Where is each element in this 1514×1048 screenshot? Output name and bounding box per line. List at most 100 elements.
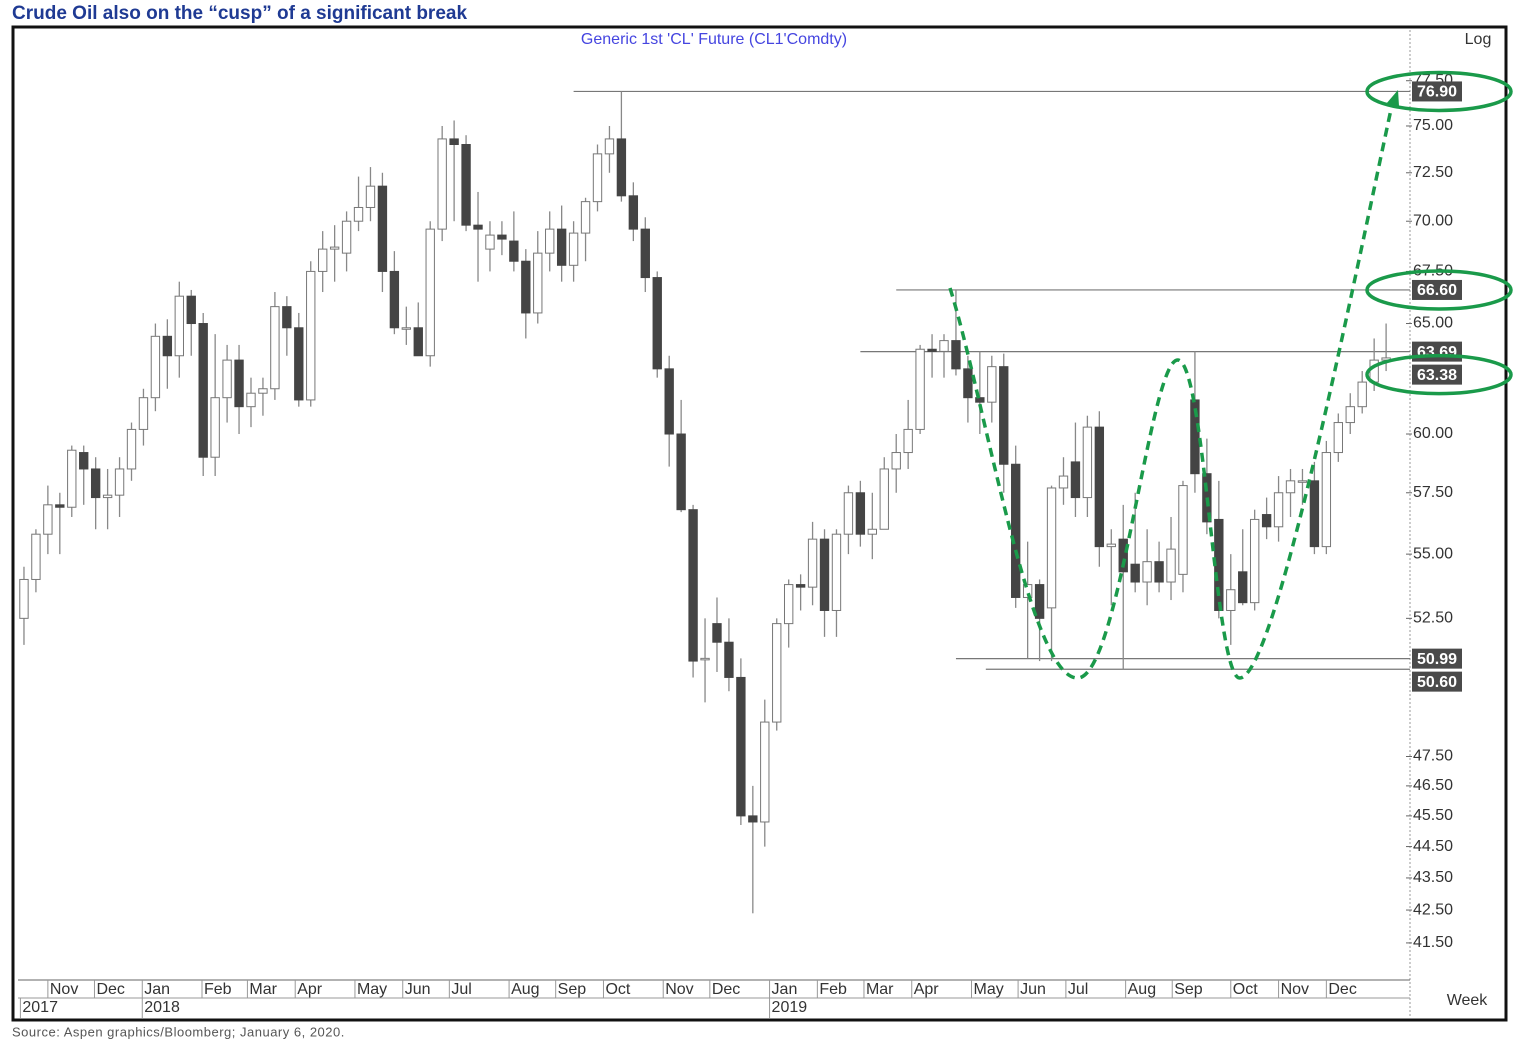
candle-body bbox=[186, 295, 196, 325]
candle-body bbox=[1321, 452, 1332, 548]
x-tick-label: May bbox=[973, 981, 1003, 998]
level-highlight bbox=[1365, 353, 1513, 396]
x-tick-label: Dec bbox=[712, 981, 740, 998]
level-label: 50.60 bbox=[1417, 674, 1457, 691]
candle-body bbox=[963, 368, 973, 399]
candle-body bbox=[616, 138, 627, 197]
candle-body bbox=[126, 428, 137, 470]
candle-body bbox=[1297, 480, 1308, 483]
candle-body bbox=[1285, 480, 1296, 494]
x-tick-label: Jul bbox=[451, 981, 471, 998]
level-box bbox=[1412, 81, 1462, 102]
candle-body bbox=[1094, 426, 1105, 548]
year-label: 2018 bbox=[144, 999, 180, 1016]
candle-body bbox=[1011, 463, 1021, 598]
level-highlight bbox=[1365, 269, 1513, 311]
projection-arrowhead bbox=[1386, 90, 1399, 106]
candle-body bbox=[939, 340, 949, 352]
candle-body bbox=[831, 533, 842, 611]
candle-body bbox=[174, 295, 184, 357]
candle-body bbox=[401, 327, 412, 330]
x-tick-label: Feb bbox=[819, 981, 847, 998]
candle-body bbox=[1106, 543, 1116, 548]
candle-body bbox=[413, 327, 423, 357]
candle-body bbox=[580, 201, 591, 234]
x-tick-label: Jun bbox=[1020, 981, 1046, 998]
candle-body bbox=[43, 504, 53, 535]
candle-body bbox=[246, 392, 256, 408]
candle-body bbox=[318, 248, 328, 272]
candle-body bbox=[640, 228, 650, 279]
candle-body bbox=[1238, 571, 1248, 604]
candle-body bbox=[210, 397, 220, 458]
candle-body bbox=[903, 428, 913, 454]
candle-body bbox=[592, 153, 603, 203]
level-box bbox=[1412, 671, 1462, 692]
candle-body bbox=[1309, 480, 1320, 548]
annotations: 76.90 66.60 63.69 63.38 50.99 50.60 bbox=[948, 70, 1513, 692]
level-box bbox=[1412, 279, 1462, 300]
x-tick-label: Oct bbox=[1233, 981, 1258, 998]
candle-body bbox=[867, 528, 877, 535]
candle-body bbox=[700, 657, 710, 661]
candle-body bbox=[795, 584, 806, 588]
candle-body bbox=[819, 538, 830, 611]
x-tick-label: Oct bbox=[605, 981, 630, 998]
y-tick-label: 47.50 bbox=[1413, 748, 1453, 765]
candle-body bbox=[485, 234, 495, 250]
y-tick-label: 42.50 bbox=[1413, 901, 1453, 918]
level-label: 50.99 bbox=[1417, 651, 1457, 668]
candle-body bbox=[1249, 518, 1260, 604]
candle-body bbox=[1178, 485, 1188, 575]
candle-body bbox=[341, 220, 352, 254]
x-tick-label: Apr bbox=[914, 981, 940, 998]
candle-body bbox=[987, 366, 997, 403]
x-tick-label: Jul bbox=[1068, 981, 1088, 998]
candle-body bbox=[712, 623, 722, 643]
candle-body bbox=[568, 232, 579, 266]
candle-body bbox=[114, 468, 125, 496]
y-tick-label: 41.50 bbox=[1413, 934, 1453, 951]
y-tick-label: 52.50 bbox=[1413, 610, 1453, 627]
x-tick-label: Aug bbox=[511, 981, 539, 998]
candle-body bbox=[389, 270, 400, 329]
candle-body bbox=[783, 584, 794, 625]
candle-body bbox=[676, 433, 686, 511]
x-tick-label: Dec bbox=[96, 981, 124, 998]
candle-body bbox=[891, 452, 901, 470]
candle-body bbox=[664, 368, 674, 435]
x-tick-label: Jan bbox=[772, 981, 798, 998]
level-box bbox=[1412, 648, 1462, 669]
candle-body bbox=[533, 252, 543, 314]
candle-body bbox=[294, 327, 304, 401]
y-tick-label: 75.00 bbox=[1413, 117, 1453, 134]
candle-body bbox=[855, 492, 866, 535]
x-tick-label: Nov bbox=[665, 981, 693, 998]
candle-body bbox=[198, 323, 208, 458]
candle-body bbox=[521, 260, 531, 314]
candle-body bbox=[365, 185, 376, 208]
x-tick-label: Nov bbox=[1281, 981, 1309, 998]
candle-body bbox=[1118, 538, 1128, 573]
subtitle: Generic 1st 'CL' Future (CL1'Comdty) bbox=[581, 31, 847, 48]
candle-body bbox=[1357, 381, 1367, 408]
candle-body bbox=[306, 270, 316, 401]
candle-body bbox=[461, 144, 471, 226]
x-tick-label: Jan bbox=[144, 981, 170, 998]
x-tick-label: Apr bbox=[297, 981, 323, 998]
x-tick-label: Mar bbox=[249, 981, 277, 998]
source: Source: Aspen graphics/Bloomberg; Januar… bbox=[12, 1024, 345, 1039]
y-tick-label: 43.50 bbox=[1413, 869, 1453, 886]
candle-body bbox=[807, 538, 818, 588]
candle-body bbox=[19, 578, 29, 619]
candle-body bbox=[497, 234, 507, 240]
candle-body bbox=[353, 206, 364, 222]
candle-body bbox=[688, 509, 698, 662]
candle-body bbox=[1273, 492, 1284, 528]
candle-body bbox=[1034, 584, 1045, 619]
candle-body bbox=[724, 641, 734, 678]
candle-body bbox=[748, 815, 758, 823]
candle-body bbox=[843, 492, 854, 535]
x-tick-label: Sep bbox=[1174, 981, 1203, 998]
